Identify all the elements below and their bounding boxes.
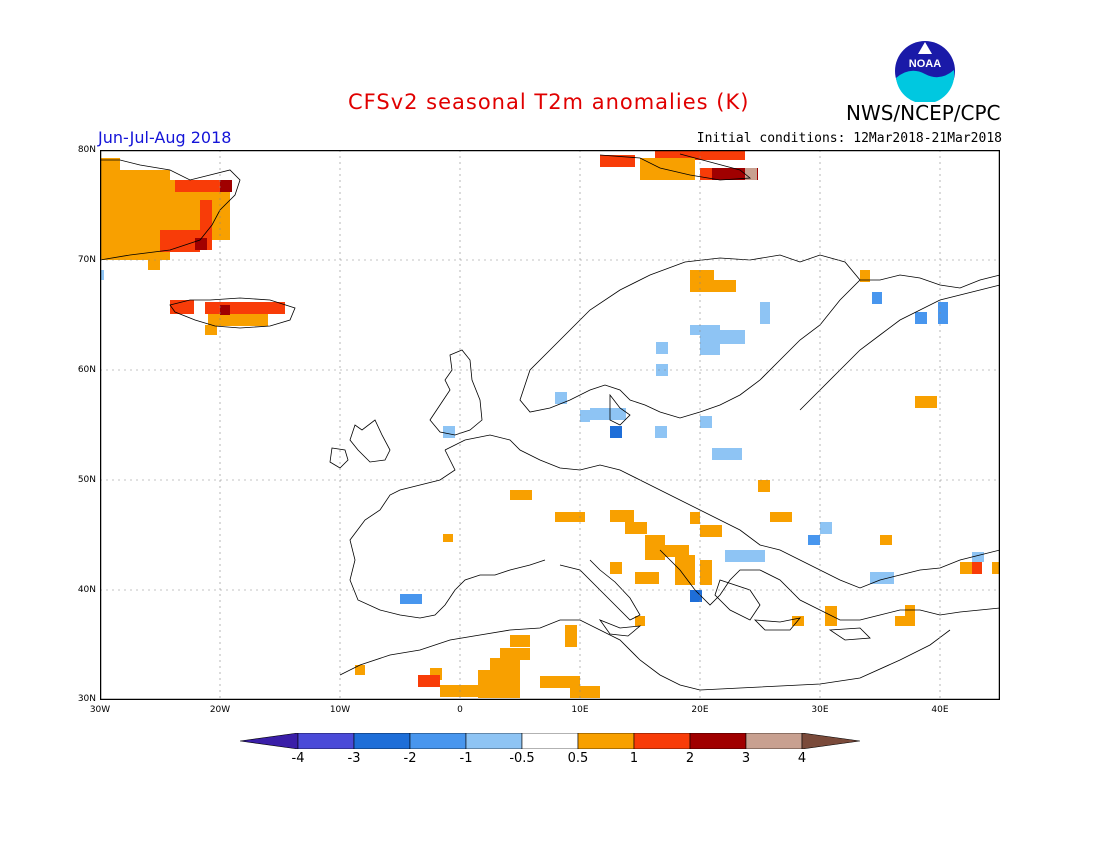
lat-label-60n: 60N: [77, 365, 96, 375]
colorbar-seg-6: [577, 733, 635, 749]
colorbar-seg-10: [801, 733, 860, 749]
anomaly-cells: [100, 150, 1000, 698]
lat-label-50n: 50N: [77, 475, 96, 485]
lon-label-10w: 10W: [329, 705, 351, 715]
colorbar-label-neg3: -3: [347, 751, 361, 766]
lon-label-20e: 20E: [691, 705, 709, 715]
lon-label-30e: 30E: [811, 705, 829, 715]
colorbar-label-2: 2: [685, 751, 695, 766]
lat-label-70n: 70N: [77, 255, 96, 265]
initial-conditions: Initial conditions: 12Mar2018-21Mar2018: [696, 131, 1002, 146]
colorbar-seg-1: [297, 733, 355, 749]
map-title: CFSv2 seasonal T2m anomalies (K): [348, 90, 750, 114]
lon-label-40e: 40E: [931, 705, 949, 715]
colorbar-seg-5: [521, 733, 579, 749]
lon-label-0: 0: [457, 705, 463, 715]
colorbar-label-05: 0.5: [567, 751, 589, 766]
colorbar-seg-9: [745, 733, 803, 749]
colorbar-seg-8: [689, 733, 747, 749]
colorbar-seg-4: [465, 733, 523, 749]
colorbar-label-neg4: -4: [291, 751, 305, 766]
colorbar-label-1: 1: [629, 751, 639, 766]
graticule: [100, 150, 1000, 700]
colorbar-label-neg1: -1: [459, 751, 473, 766]
lon-label-30w: 30W: [89, 705, 111, 715]
colorbar-seg-2: [353, 733, 411, 749]
lon-label-10e: 10E: [571, 705, 589, 715]
noaa-logo: NOAA: [895, 41, 955, 102]
europe-anomaly-map: [100, 150, 1000, 700]
colorbar-seg-0: [240, 733, 299, 749]
lat-label-30n: 30N: [77, 694, 96, 704]
coastlines: [100, 153, 1000, 691]
lon-label-20w: 20W: [209, 705, 231, 715]
map-frame: [100, 150, 1000, 700]
lat-label-80n: 80N: [77, 145, 96, 155]
colorbar-seg-7: [633, 733, 691, 749]
colorbar: [240, 733, 860, 749]
colorbar-seg-3: [409, 733, 467, 749]
colorbar-label-neg2: -2: [403, 751, 417, 766]
forecast-period: Jun-Jul-Aug 2018: [98, 128, 232, 147]
colorbar-label-3: 3: [741, 751, 751, 766]
lat-label-40n: 40N: [77, 585, 96, 595]
colorbar-label-neg05: -0.5: [509, 751, 535, 766]
colorbar-label-4: 4: [797, 751, 807, 766]
organization-label: NWS/NCEP/CPC: [846, 101, 1001, 125]
noaa-logo-text: NOAA: [909, 58, 941, 70]
